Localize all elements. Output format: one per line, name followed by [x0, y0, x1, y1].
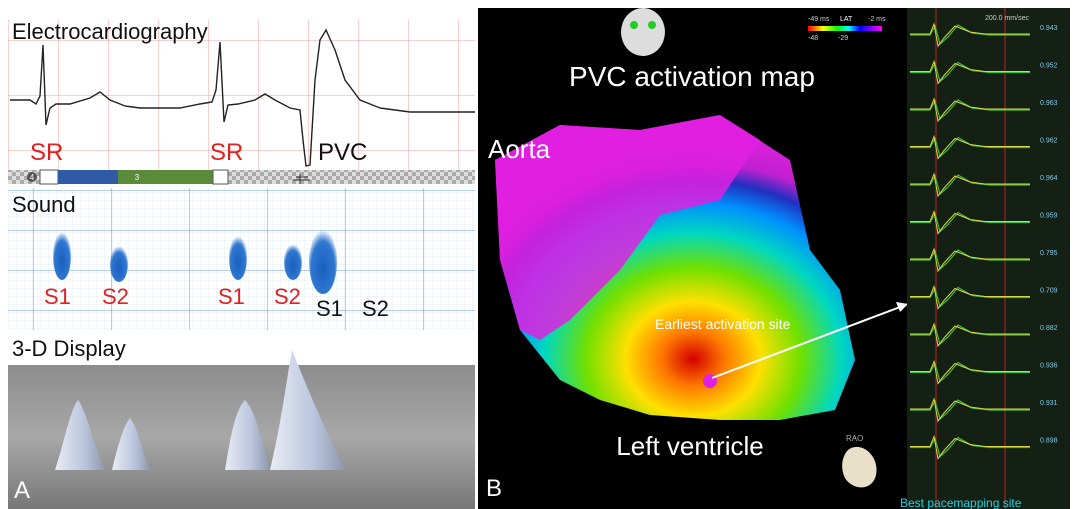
pvc-label: PVC: [318, 139, 367, 166]
trace-caption: Best pacemapping site: [900, 496, 1022, 509]
correlation-value: 0.931: [1040, 400, 1058, 407]
s1-label: S1: [44, 284, 71, 309]
earliest-label: Earliest activation site: [655, 316, 791, 332]
s1-label: S1: [218, 284, 245, 309]
sound-blob: [110, 246, 128, 282]
panel-letter: A: [14, 477, 30, 504]
colorbar-label: -29: [838, 35, 848, 42]
correlation-value: 0.943: [1040, 25, 1058, 32]
sound-blob: [284, 244, 302, 280]
orientation-head: [621, 8, 665, 56]
marker-label: 4: [30, 173, 35, 182]
s2-label: S2: [274, 284, 301, 309]
correlation-value: 0.795: [1040, 250, 1058, 257]
speed-label: 200.0 mm/sec: [985, 15, 1029, 22]
s2-label: S2: [362, 296, 389, 321]
correlation-value: 0.964: [1040, 175, 1058, 182]
correlation-value: 0.936: [1040, 363, 1058, 370]
colorbar-label: -2 ms: [868, 16, 886, 23]
timeline-seg: [40, 170, 58, 184]
correlation-value: 0.882: [1040, 325, 1058, 332]
sr-label: SR: [30, 139, 63, 166]
correlation-value: 0.959: [1040, 213, 1058, 220]
colorbar: [808, 26, 882, 31]
correlation-value: 0.962: [1040, 138, 1058, 145]
display3d-title: 3-D Display: [12, 336, 126, 361]
correlation-value: 0.709: [1040, 288, 1058, 295]
timeline-seg: [58, 170, 118, 184]
sr-label: SR: [210, 139, 243, 166]
marker-label: 3: [135, 173, 140, 182]
s2-label: S2: [102, 284, 129, 309]
colorbar-label: -48: [808, 35, 818, 42]
correlation-value: 0.898: [1040, 438, 1058, 445]
s1-label: S1: [316, 296, 343, 321]
sound-blob: [53, 232, 71, 280]
eye: [630, 21, 638, 29]
eye: [648, 21, 656, 29]
sound-title: Sound: [12, 192, 76, 217]
sound-blob: [309, 230, 337, 294]
colorbar-label: -49 ms: [808, 16, 830, 23]
panel-letter: B: [486, 475, 502, 502]
timeline-seg: [213, 170, 228, 184]
timeline-seg: [118, 170, 213, 184]
sound-blob: [229, 236, 247, 280]
colorbar-label: LAT: [840, 16, 853, 23]
ecg-title: Electrocardiography: [12, 19, 208, 44]
map-title: PVC activation map: [569, 61, 815, 92]
view-label: RAO: [846, 434, 863, 443]
ventricle-label: Left ventricle: [616, 431, 763, 461]
figure: Electrocardiography SR SR PVC 4 3 Sound …: [0, 0, 1073, 509]
aorta-label: Aorta: [488, 134, 551, 164]
correlation-value: 0.963: [1040, 100, 1058, 107]
correlation-value: 0.952: [1040, 63, 1058, 70]
